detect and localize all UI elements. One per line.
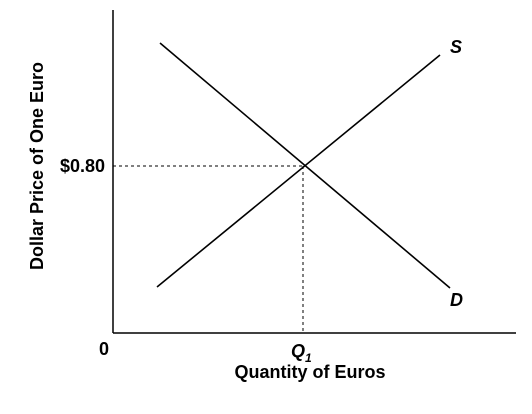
quantity-subscript: 1 bbox=[305, 351, 312, 365]
demand-label: D bbox=[450, 290, 463, 310]
equilibrium-quantity-label: Q1 bbox=[291, 341, 312, 365]
y-axis-title: Dollar Price of One Euro bbox=[27, 62, 47, 270]
equilibrium-price-label: $0.80 bbox=[60, 156, 105, 176]
supply-curve bbox=[156, 54, 441, 288]
supply-label: S bbox=[450, 37, 462, 57]
quantity-letter: Q bbox=[291, 341, 305, 361]
origin-label: 0 bbox=[99, 339, 109, 359]
x-axis-title: Quantity of Euros bbox=[234, 362, 385, 382]
